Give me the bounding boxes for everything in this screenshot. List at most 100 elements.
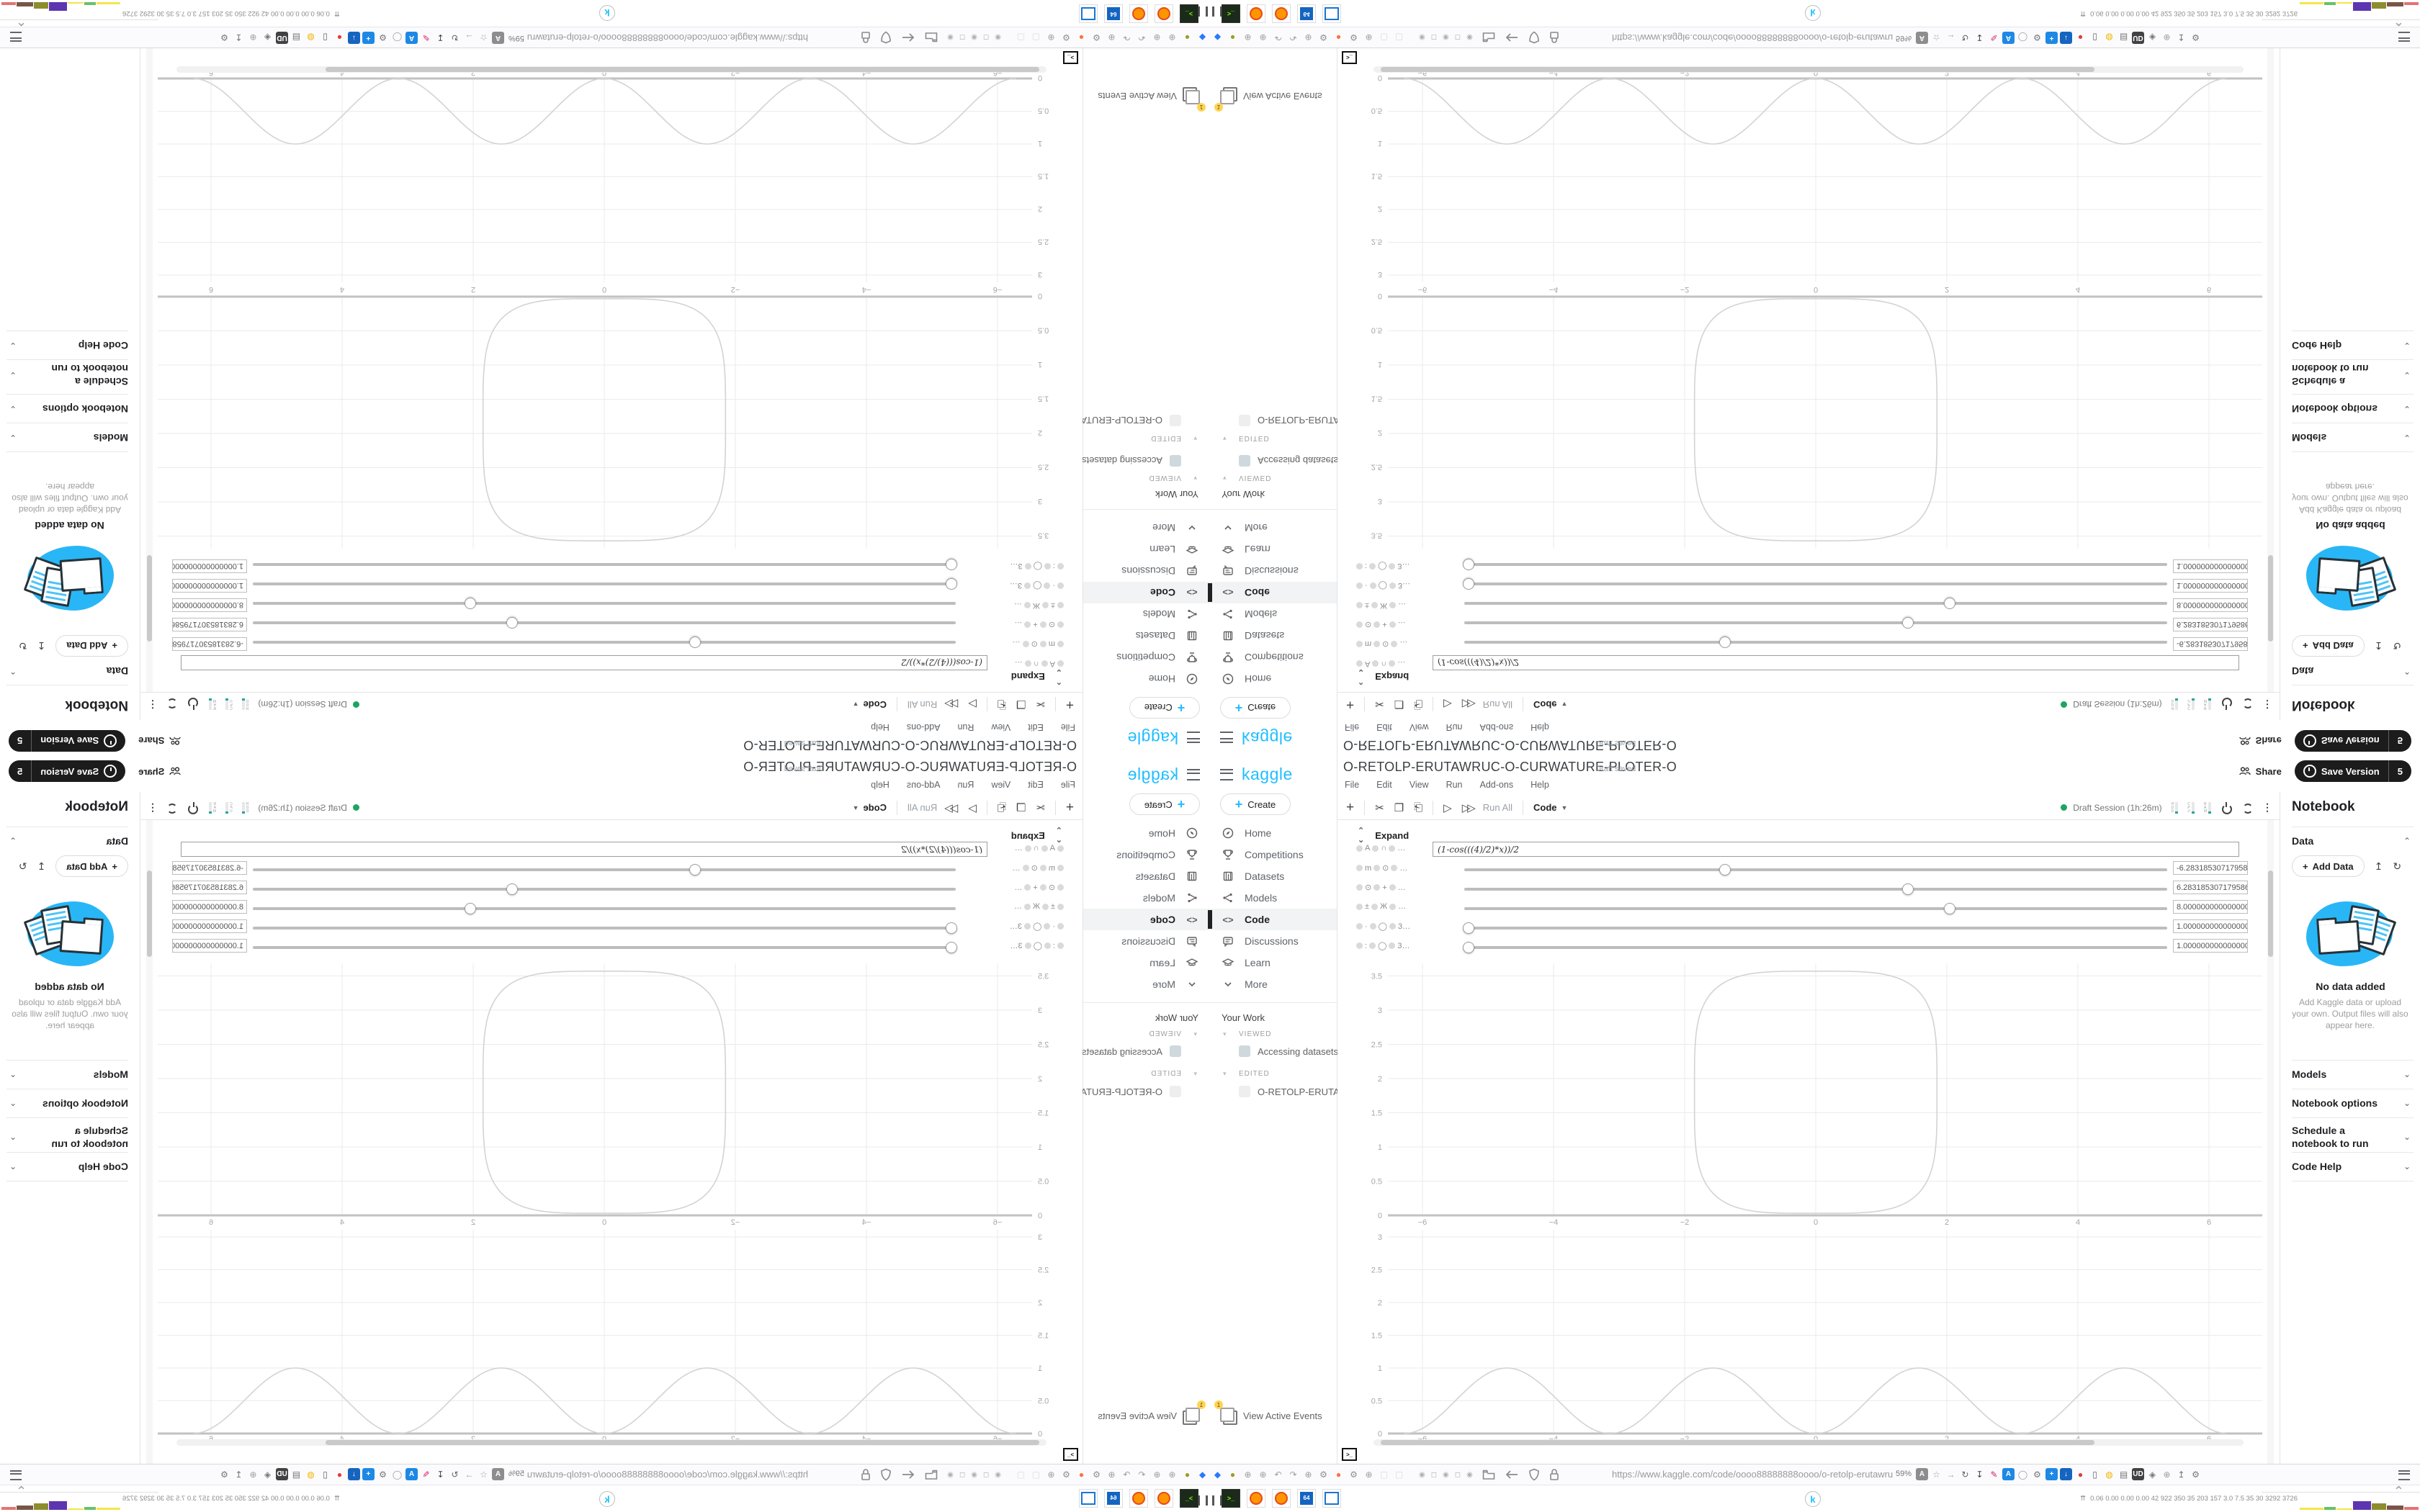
slider-value[interactable]: 8.0000000000000000000: [2173, 900, 2248, 914]
kaggle-favicon[interactable]: k: [1805, 5, 1821, 21]
slider-track[interactable]: [253, 617, 956, 629]
translate-icon[interactable]: A: [492, 1468, 504, 1480]
your-work-header[interactable]: Your Work: [1222, 489, 1265, 500]
globe-color-icon[interactable]: ◍: [2105, 32, 2113, 43]
gear-icon[interactable]: ⚙: [1062, 32, 1070, 42]
trash-icon[interactable]: ▯: [323, 32, 328, 43]
plus-blue-icon[interactable]: +: [2045, 1468, 2058, 1480]
section-models[interactable]: Models ⌄: [2292, 1068, 2411, 1080]
translate-icon[interactable]: A: [1916, 1468, 1928, 1480]
power-button[interactable]: [2220, 699, 2232, 711]
data-section-header[interactable]: Data ⌃: [9, 835, 128, 847]
slider-handle[interactable]: [1462, 942, 1474, 953]
slider-handle[interactable]: [464, 903, 476, 914]
slider-value[interactable]: 8.0000000000000000000: [172, 598, 247, 612]
sidebar-item-home[interactable]: Home: [1083, 822, 1210, 844]
firefox-icon[interactable]: ●: [1078, 32, 1085, 42]
cut-cell-button[interactable]: ✂: [1375, 801, 1384, 814]
back-arrow-icon[interactable]: [1505, 32, 1519, 43]
copy-cell-button[interactable]: ❐: [1016, 801, 1026, 814]
run-all-icon[interactable]: ▷▷: [1461, 801, 1476, 814]
kaggle-favicon[interactable]: k: [599, 1491, 615, 1507]
cut-cell-button[interactable]: ✂: [1036, 801, 1045, 814]
reload-icon[interactable]: ↻: [1961, 32, 1969, 43]
slider-handle[interactable]: [506, 617, 519, 629]
section-notebook-options[interactable]: Notebook options ⌄: [2292, 1097, 2411, 1109]
firefox-icon[interactable]: ●: [1335, 32, 1342, 42]
paste-cell-button[interactable]: ⎗: [997, 801, 1006, 814]
pause-bars-icon[interactable]: [1212, 1495, 1222, 1506]
share-button[interactable]: Share: [2239, 766, 2282, 777]
your-work-header[interactable]: Your Work: [1222, 1012, 1265, 1023]
menu-hamburger-icon[interactable]: [1220, 732, 1233, 744]
share-button[interactable]: Share: [138, 766, 181, 777]
kaggle-favicon[interactable]: k: [1805, 1491, 1821, 1507]
toggle-icon[interactable]: ◻: [959, 1470, 966, 1479]
slider-value[interactable]: -6.283185307179586232: [172, 861, 247, 875]
sidebar-item-discussions[interactable]: Discussions: [1083, 930, 1210, 952]
upload-icon[interactable]: ↥: [37, 860, 46, 872]
wrench-icon[interactable]: ⚙: [220, 32, 228, 43]
viewed-section-header[interactable]: ▾ VIEWED: [1223, 1030, 1272, 1038]
menu-edit[interactable]: Edit: [1028, 722, 1044, 732]
menu-help[interactable]: Help: [1531, 722, 1549, 732]
sidebar-item-datasets[interactable]: Datasets: [1083, 865, 1210, 887]
trash-icon[interactable]: ▯: [323, 1469, 328, 1480]
globe-color-icon[interactable]: ◍: [2105, 1469, 2113, 1480]
slider-value[interactable]: -6.283185307179586232: [2173, 637, 2248, 651]
run-all-label[interactable]: Run All: [908, 699, 938, 710]
slider-track[interactable]: [253, 636, 956, 648]
toggle-icon[interactable]: ◉: [1466, 33, 1473, 42]
create-button[interactable]: + Create: [1129, 793, 1200, 815]
slider-track[interactable]: [1464, 617, 2167, 629]
slider-value[interactable]: 1.0000000000000000000: [2173, 919, 2248, 933]
sidebar-viewed-item[interactable]: Accessing datasets wi...: [1239, 1045, 1358, 1057]
globe-color-icon[interactable]: ◍: [307, 1469, 315, 1480]
wrench-icon[interactable]: ⚙: [1093, 1470, 1101, 1480]
shield-grey-icon[interactable]: ◈: [264, 1469, 272, 1480]
edited-section-header[interactable]: ▾ EDITED: [1150, 434, 1197, 442]
edited-section-header[interactable]: ▾ EDITED: [1223, 1070, 1270, 1078]
section-models[interactable]: Models ⌄: [9, 432, 128, 444]
letter-a-blue-icon[interactable]: A: [2002, 32, 2015, 44]
menu-hamburger-icon[interactable]: [1187, 768, 1200, 780]
bookmark-blue-icon[interactable]: ◆: [1214, 32, 1222, 42]
plus-blue-icon[interactable]: +: [2045, 32, 2058, 44]
frame-app-icon[interactable]: [1322, 1489, 1341, 1508]
paintbrush-icon[interactable]: ✎: [1990, 1469, 1998, 1480]
refresh-icon[interactable]: ↻: [18, 860, 27, 872]
letter-a-blue-icon[interactable]: A: [405, 1468, 418, 1480]
gear-icon[interactable]: ⚙: [379, 1469, 387, 1480]
kaggle-logo[interactable]: kaggle: [1242, 729, 1293, 747]
add-cell-button[interactable]: +: [1065, 697, 1074, 713]
download-icon[interactable]: ↧: [1976, 1469, 1984, 1480]
clipboard-icon[interactable]: ▤: [292, 32, 301, 43]
sidebar-item-code[interactable]: <> Code: [1210, 909, 1337, 930]
slider-handle[interactable]: [1462, 922, 1474, 934]
output-horizontal-scrollbar[interactable]: [176, 66, 1047, 73]
run-cell-button[interactable]: ▷: [968, 801, 977, 814]
main-vertical-scrollbar[interactable]: [2267, 820, 2274, 1464]
slider-track[interactable]: [253, 559, 958, 570]
slider-value[interactable]: 1.0000000000000000000: [172, 919, 247, 933]
star-icon[interactable]: ☆: [480, 32, 488, 43]
shield-down-blue-icon[interactable]: ↓: [2060, 1468, 2072, 1480]
section-schedule[interactable]: Schedule a notebook to run ⌄: [2292, 363, 2411, 388]
kaggle-logo[interactable]: kaggle: [1127, 729, 1178, 747]
ghost-tab-icon[interactable]: ▢: [1379, 32, 1389, 42]
cut-cell-button[interactable]: ✂: [1036, 698, 1045, 711]
globe-icon[interactable]: ⊕: [1365, 1470, 1373, 1480]
data-section-header[interactable]: Data ⌃: [2292, 835, 2411, 847]
wrench-icon[interactable]: ⚙: [1319, 1470, 1327, 1480]
viewed-section-header[interactable]: ▾ VIEWED: [1223, 474, 1272, 482]
globe-icon[interactable]: ⊕: [1168, 32, 1176, 42]
globe-icon[interactable]: ⊕: [1304, 32, 1312, 42]
section-models[interactable]: Models ⌄: [9, 1068, 128, 1080]
terminal-app-icon[interactable]: >_: [1222, 4, 1240, 23]
wrench-icon[interactable]: ⚙: [220, 1469, 228, 1480]
menu-file[interactable]: File: [1345, 722, 1360, 732]
wrench-icon[interactable]: ⚙: [1319, 32, 1327, 42]
trash-icon[interactable]: ▯: [2092, 1469, 2097, 1480]
slider-track[interactable]: [253, 922, 958, 934]
your-work-header[interactable]: Your Work: [1155, 1012, 1198, 1023]
